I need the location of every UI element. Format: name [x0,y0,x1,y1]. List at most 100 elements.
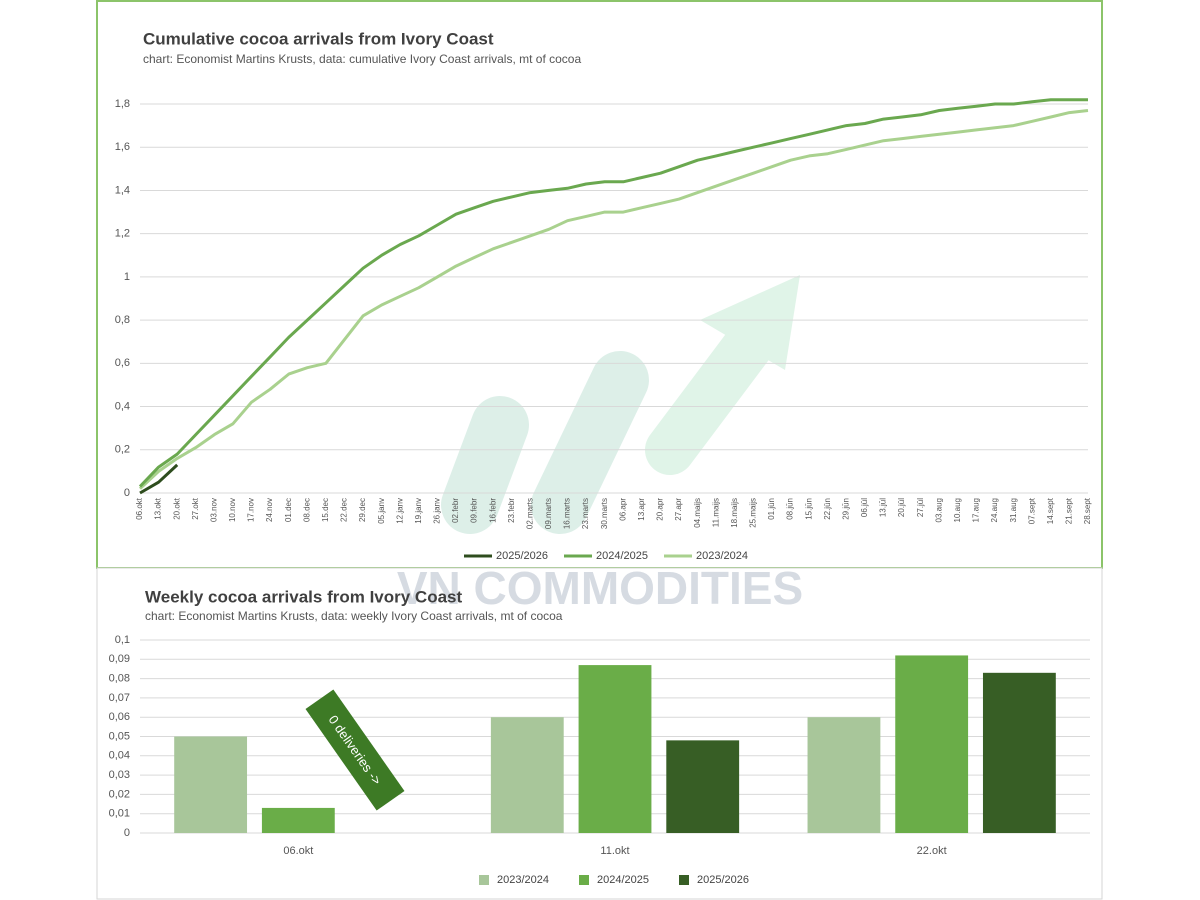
x-tick-label: 01.dec [284,498,293,522]
x-tick-label: 20.okt [172,497,181,520]
legend-label: 2023/2024 [497,874,549,886]
y-tick-label: 0,02 [109,788,130,800]
y-tick-label: 0,05 [109,730,130,742]
y-tick-label: 1,6 [115,141,130,153]
x-tick-label: 12.janv [395,498,404,524]
chart-title: Cumulative cocoa arrivals from Ivory Coa… [143,29,494,48]
y-tick-label: 1,2 [115,228,130,240]
x-tick-label: 27.jūl [916,498,925,517]
x-tick-label: 11.maijs [711,498,720,527]
x-tick-label: 06.apr [618,498,627,521]
y-tick-label: 0,2 [115,444,130,456]
x-tick-label: 03.aug [934,498,943,522]
x-tick-label: 06.okt [135,497,144,520]
legend-swatch [679,875,689,885]
x-tick-label: 03.nov [209,498,218,522]
legend-label: 2024/2025 [597,874,649,886]
bar [807,717,881,833]
y-tick-label: 0,06 [109,711,130,723]
y-tick-label: 0,4 [115,400,130,412]
x-tick-label: 23.marts [581,498,590,529]
x-tick-label: 18.maijs [730,498,739,528]
x-tick-label: 14.sept [1046,497,1055,524]
x-tick-label: 10.aug [953,498,962,522]
x-tick-label: 06.jūl [860,498,869,517]
legend-swatch [479,875,489,885]
y-tick-label: 0,01 [109,808,130,820]
x-tick-label: 16.febr [488,498,497,523]
bar [578,665,652,833]
x-tick-label: 16.marts [563,498,572,529]
watermark: VN COMMODITIES [397,562,803,614]
y-tick-label: 0,08 [109,673,130,685]
logo [441,275,800,534]
x-tick-label: 17.aug [972,498,981,522]
chart-subtitle: chart: Economist Martins Krusts, data: w… [145,609,563,623]
x-tick-label: 17.nov [247,498,256,522]
chart-subtitle: chart: Economist Martins Krusts, data: c… [143,52,581,66]
x-tick-label: 10.nov [228,498,237,522]
x-tick-label: 25.maijs [749,498,758,528]
x-tick-label: 02.febr [451,498,460,523]
y-tick-label: 0,07 [109,692,130,704]
chart-title: Weekly cocoa arrivals from Ivory Coast [145,587,463,606]
x-tick-label: 13.apr [637,498,646,521]
x-tick-label: 29.dec [358,498,367,522]
x-tick-label: 24.nov [265,498,274,522]
bar [174,736,248,833]
series-line [138,109,1089,490]
x-tick-label: 26.janv [433,498,442,524]
x-tick-label: 04.maijs [693,498,702,528]
x-tick-label: 13.jūl [879,498,888,517]
x-tick-label: 27.apr [674,498,683,521]
x-tick-label: 19.janv [414,498,423,524]
x-tick-label: 13.okt [154,497,163,520]
x-tick-label: 30.marts [600,498,609,529]
y-tick-label: 0,6 [115,357,130,369]
x-tick-label: 21.sept [1065,497,1074,524]
x-tick-label: 08.jūn [786,498,795,520]
x-tick-label: 24.aug [990,498,999,522]
annotation-box [305,689,405,811]
x-tick-label: 09.marts [544,498,553,529]
legend-label: 2025/2026 [697,874,749,886]
x-tick-label: 15.jūn [804,498,813,520]
bar [982,672,1056,833]
x-tick-label: 22.dec [340,498,349,522]
legend-label: 2025/2026 [496,550,548,562]
x-tick-label: 01.jūn [767,498,776,520]
x-tick-label: 09.febr [470,498,479,523]
x-tick-label: 27.okt [191,497,200,520]
x-tick-label: 02.marts [525,498,534,529]
y-tick-label: 0 [124,487,130,499]
x-tick-label: 11.okt [600,845,629,857]
x-tick-label: 22.okt [917,845,947,857]
bar [895,655,969,833]
legend-swatch [579,875,589,885]
x-tick-label: 15.dec [321,498,330,522]
x-tick-label: 20.apr [656,498,665,521]
legend-label: 2023/2024 [696,550,748,562]
x-tick-label: 28.sept [1083,497,1092,524]
y-tick-label: 0,8 [115,314,130,326]
x-tick-label: 29.jūn [841,498,850,520]
x-tick-label: 07.sept [1027,497,1036,524]
y-tick-label: 0,1 [115,634,130,646]
y-tick-label: 1 [124,271,130,283]
x-tick-label: 22.jūn [823,498,832,520]
series-line [138,98,1088,488]
y-tick-label: 0,03 [109,769,130,781]
bar [490,717,564,833]
x-tick-label: 31.aug [1009,498,1018,522]
y-tick-label: 1,4 [115,184,130,196]
x-tick-label: 06.okt [283,845,313,857]
legend-label: 2024/2025 [596,550,648,562]
bar [666,740,740,833]
x-tick-label: 05.janv [377,498,386,524]
y-tick-label: 0,04 [109,750,130,762]
x-tick-label: 08.dec [302,498,311,522]
series-line [139,463,179,495]
top-panel [96,0,1103,569]
x-tick-label: 20.jūl [897,498,906,517]
